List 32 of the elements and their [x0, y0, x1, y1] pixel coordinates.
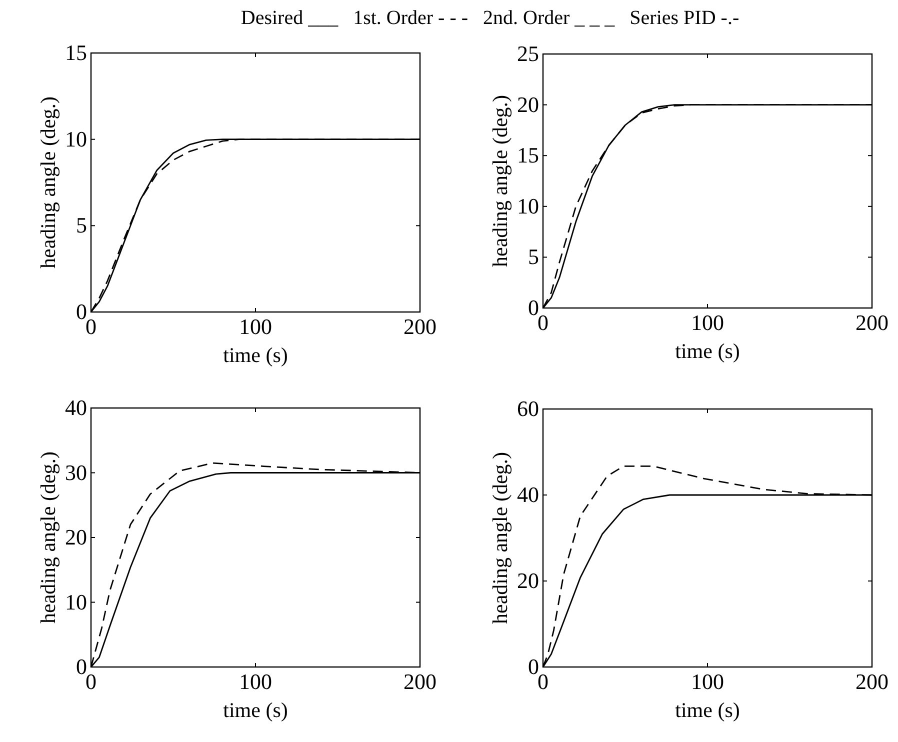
x-tick-label: 100: [691, 310, 724, 335]
x-tick-label: 200: [404, 669, 436, 694]
y-tick-label: 10: [65, 126, 87, 152]
y-tick-label: 25: [517, 41, 539, 66]
x-axis-title: time (s): [675, 339, 740, 363]
y-tick-label: 40: [65, 395, 87, 420]
y-tick-label: 5: [528, 244, 539, 270]
y-tick-label: 20: [517, 92, 539, 117]
x-axis-title: time (s): [223, 343, 288, 367]
y-tick-label: 15: [517, 142, 539, 168]
y-tick-label: 30: [65, 460, 87, 485]
x-tick-label: 100: [239, 669, 272, 694]
y-axis-title: heading angle (deg.): [36, 96, 60, 269]
x-axis-title: time (s): [223, 698, 288, 722]
y-axis-title: heading angle (deg.): [488, 94, 512, 268]
y-tick-label: 20: [65, 524, 87, 550]
y-tick-label: 40: [517, 482, 539, 507]
x-tick-label: 100: [691, 669, 724, 694]
x-tick-label: 100: [239, 314, 272, 339]
x-tick-label: 200: [856, 669, 888, 694]
y-tick-label: 15: [65, 40, 87, 65]
y-tick-label: 10: [517, 193, 539, 218]
x-tick-label: 200: [404, 314, 436, 339]
y-tick-label: 5: [76, 212, 87, 238]
y-tick-label: 20: [517, 568, 539, 593]
y-tick-label: 10: [65, 589, 87, 614]
y-tick-label: 60: [517, 396, 539, 421]
y-axis-title: heading angle (deg.): [488, 452, 512, 624]
text: Desired ___ 1st. Order - - - 2nd. Order _ _ _ Series PID -.-: [240, 7, 740, 29]
x-tick-label: 200: [856, 310, 888, 335]
y-axis-title: heading angle (deg.): [36, 451, 60, 624]
x-axis-title: time (s): [675, 698, 740, 722]
